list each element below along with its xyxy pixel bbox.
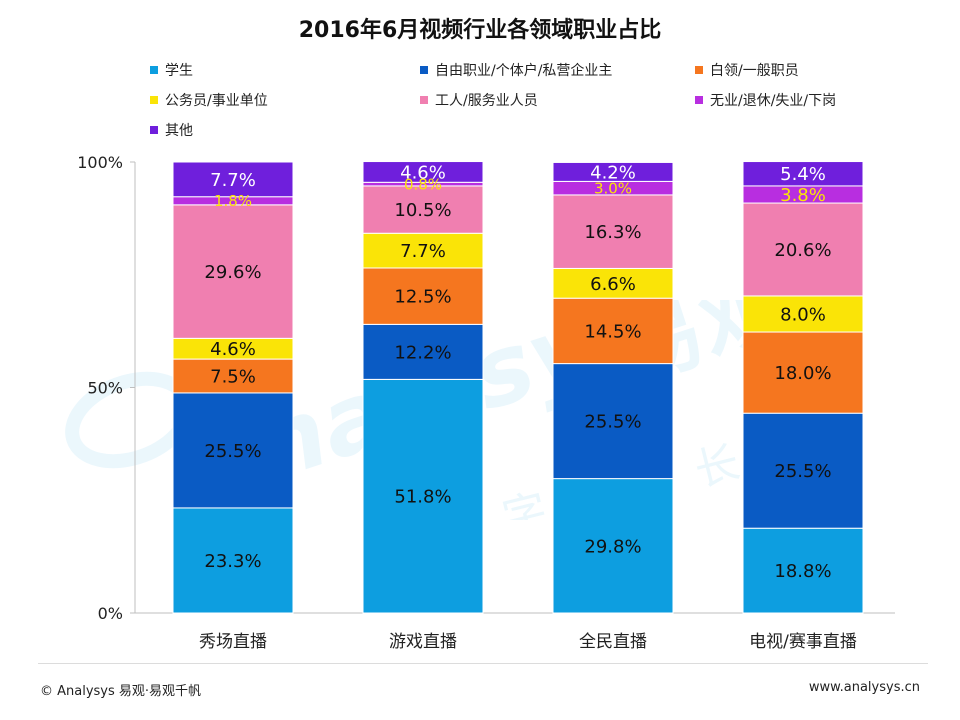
legend-item-student: 学生 (150, 60, 193, 80)
bar-segment (552, 161, 674, 182)
y-tick-label: 0% (98, 604, 123, 623)
legend-label-worker: 工人/服务业人员 (435, 93, 538, 109)
data-label: 7.7% (210, 170, 256, 191)
data-label: 25.5% (204, 441, 261, 462)
data-label: 6.6% (590, 274, 636, 295)
chart-title: 2016年6月视频行业各领域职业占比 (298, 18, 662, 43)
bar-segment (552, 297, 674, 365)
data-label: 29.6% (204, 262, 261, 283)
data-label: 51.8% (394, 487, 451, 508)
data-label: 0.8% (404, 175, 442, 193)
legend-label-other: 其他 (165, 123, 193, 139)
data-label: 10.5% (394, 200, 451, 221)
legend-item-worker: 工人/服务业人员 (420, 90, 538, 110)
bar-segment (552, 363, 674, 480)
data-label: 4.6% (400, 162, 446, 183)
legend-label-student: 学生 (165, 63, 193, 79)
bar-segment (172, 507, 294, 614)
bar-segment (742, 295, 864, 333)
x-category-label: 电视/赛事直播 (749, 631, 857, 652)
data-label: 7.5% (210, 366, 256, 387)
bar-segment (362, 161, 484, 183)
data-label: 20.6% (774, 240, 831, 261)
data-label: 12.2% (394, 342, 451, 363)
x-category-label: 秀场直播 (199, 632, 267, 652)
bar-segment (552, 267, 674, 299)
legend-label-civil-servant: 公务员/事业单位 (165, 93, 268, 109)
data-label: 18.8% (774, 561, 831, 582)
y-tick-label: 100% (77, 153, 123, 172)
data-label: 3.0% (594, 180, 632, 198)
y-tick-label: 50% (87, 379, 123, 398)
legend-swatch-self-employed (420, 66, 428, 74)
data-label: 18.0% (774, 363, 831, 384)
data-label: 5.4% (780, 164, 826, 185)
data-label: 14.5% (584, 321, 641, 342)
legend-swatch-white-collar (695, 66, 703, 74)
footer-copyright: © Analysys 易观·易观千帆 (40, 684, 202, 699)
legend-label-white-collar: 白领/一般职员 (710, 63, 799, 79)
legend-item-other: 其他 (150, 120, 193, 140)
data-label: 4.6% (210, 339, 256, 360)
legend-swatch-other (150, 126, 158, 134)
data-label: 8.0% (780, 304, 826, 325)
x-category-label: 全民直播 (579, 632, 647, 652)
bar-segment (742, 527, 864, 614)
bar-segment (552, 194, 674, 269)
data-label: 16.3% (584, 222, 641, 243)
legend-item-civil-servant: 公务员/事业单位 (150, 90, 268, 110)
legend-item-self-employed: 自由职业/个体户/私营企业主 (420, 60, 612, 80)
bar-segment (362, 323, 484, 380)
legend-swatch-unemployed (695, 96, 703, 104)
legend-swatch-student (150, 66, 158, 74)
footer-website-link[interactable]: www.analysys.cn (808, 680, 920, 695)
legend-label-self-employed: 自由职业/个体户/私营企业主 (435, 63, 613, 79)
data-label: 29.8% (584, 536, 641, 557)
data-label: 1.8% (214, 192, 252, 210)
x-category-label: 游戏直播 (389, 632, 457, 652)
footer-divider (38, 663, 928, 664)
legend-swatch-worker (420, 96, 428, 104)
bar-segment (552, 478, 674, 614)
data-label: 25.5% (774, 461, 831, 482)
data-label: 25.5% (584, 412, 641, 433)
bar-segment (172, 392, 294, 509)
data-label: 4.2% (590, 162, 636, 183)
legend-swatch-civil-servant (150, 96, 158, 104)
bar-segment (172, 161, 294, 198)
legend-item-white-collar: 白领/一般职员 (695, 60, 799, 80)
data-label: 3.8% (780, 185, 826, 206)
bar-segment (742, 331, 864, 414)
data-label: 23.3% (204, 551, 261, 572)
legend-item-unemployed: 无业/退休/失业/下岗 (695, 90, 836, 110)
bar-segment (172, 204, 294, 339)
bar-segment (742, 412, 864, 529)
data-label: 12.5% (394, 287, 451, 308)
bar-segment (362, 185, 484, 234)
bar-segment (742, 161, 864, 187)
bar-segment (362, 378, 484, 614)
bar-segment (362, 232, 484, 269)
data-label: 7.7% (400, 241, 446, 262)
legend-label-unemployed: 无业/退休/失业/下岗 (710, 93, 837, 109)
